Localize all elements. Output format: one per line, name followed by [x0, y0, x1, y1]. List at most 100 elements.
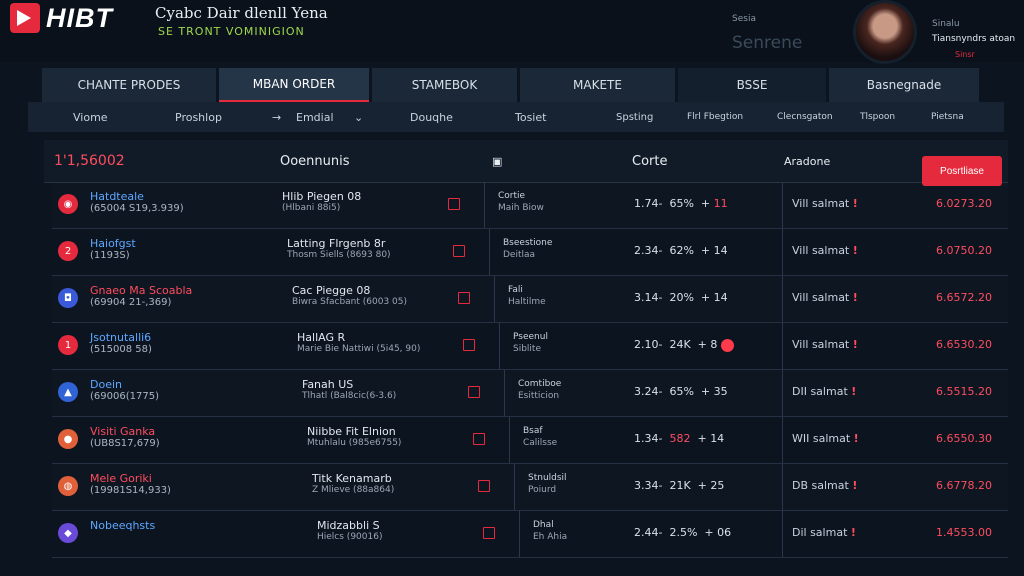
stat-a: 2.44-: [634, 526, 663, 539]
coin-icon: ▲: [58, 382, 78, 402]
filter-emdial[interactable]: Emdial: [296, 110, 334, 124]
asset-code: (1193S): [90, 250, 130, 261]
filter-spsting[interactable]: Spsting: [616, 111, 654, 123]
asset-name[interactable]: Mele Goriki: [90, 472, 152, 485]
edit-square-icon[interactable]: [483, 527, 495, 539]
warning-icon: !: [851, 385, 857, 398]
logo-text: HIBT: [46, 2, 113, 33]
warning-icon: !: [853, 432, 859, 445]
plan-detail: Z Mlieve (88a864): [312, 485, 395, 495]
tab-bsse[interactable]: BSSE: [678, 68, 826, 102]
coin-icon: 1: [58, 335, 78, 355]
filter-viome[interactable]: Viome: [73, 110, 108, 124]
top-bar: HIBT Cyabc Dair dlenll Yena SE TRONT VOM…: [0, 0, 1024, 62]
stat-b: 65%: [669, 385, 694, 398]
filter-pietsna[interactable]: Pietsna: [931, 112, 964, 122]
order-subtype: Poiurd: [528, 485, 557, 495]
stat-a: 3.34-: [634, 479, 663, 492]
stat-b: 65%: [669, 197, 694, 210]
table-row[interactable]: 1 Jsotnutalli6 (515008 58) HallAG R Mari…: [52, 323, 1008, 370]
orders-table: 1'1,56002 Ooennunis ▣ Corte Aradone Posr…: [44, 140, 1008, 576]
edit-square-icon[interactable]: [453, 245, 465, 257]
stat-b: 62%: [669, 244, 694, 257]
asset-name[interactable]: Visiti Ganka: [90, 425, 156, 438]
edit-square-icon[interactable]: [473, 433, 485, 445]
order-type: Bseestione: [503, 238, 553, 248]
asset-name[interactable]: Haiofgst: [90, 237, 136, 250]
edit-square-icon[interactable]: [478, 480, 490, 492]
header-col-3[interactable]: Corte: [632, 153, 668, 169]
column-divider: [782, 229, 783, 275]
edit-square-icon[interactable]: [463, 339, 475, 351]
header-col-4[interactable]: Aradone: [784, 154, 831, 168]
column-divider: [504, 370, 505, 416]
filter-fbegtion[interactable]: Flrl Fbegtion: [687, 112, 744, 122]
order-subtype: Haltilme: [508, 297, 546, 307]
tab-stamebok[interactable]: STAMEBOK: [372, 68, 517, 102]
edit-square-icon[interactable]: [458, 292, 470, 304]
status-label: Vill salmat: [792, 338, 850, 351]
filter-clecnsgaton[interactable]: Clecnsgaton: [777, 112, 833, 122]
edit-square-icon[interactable]: [468, 386, 480, 398]
asset-name[interactable]: Doein: [90, 378, 122, 391]
filter-douqhe[interactable]: Douqhe: [410, 110, 453, 124]
table-row[interactable]: 2 Haiofgst (1193S) Latting Flrgenb 8r Th…: [52, 229, 1008, 276]
user-meta-3[interactable]: Sinsr: [955, 50, 975, 59]
status-label: Vill salmat: [792, 291, 850, 304]
table-row[interactable]: ● Visiti Ganka (UB8S17,679) Niibbe Fit E…: [52, 417, 1008, 464]
status-text: Dil salmat !: [792, 526, 856, 539]
warning-icon: !: [852, 479, 858, 492]
stat-b: 24K: [669, 338, 691, 351]
filter-bar: Viome Proshlop → Emdial ⌄ Douqhe Tosiet …: [28, 102, 1004, 132]
stat-a: 3.24-: [634, 385, 663, 398]
plan-detail: Thosm Siells (8693 80): [287, 250, 391, 260]
coin-icon: ◘: [58, 288, 78, 308]
filter-proshlop[interactable]: Proshlop: [175, 110, 222, 124]
order-type: Bsaf: [523, 426, 543, 436]
tab-change-prodes[interactable]: CHANTE PRODES: [42, 68, 216, 102]
order-stats: 1.34- 582 + 14: [634, 432, 725, 445]
column-divider: [499, 323, 500, 369]
header-col-2[interactable]: Ooennunis: [280, 153, 350, 169]
warning-icon: !: [852, 197, 858, 210]
order-subtype: Eh Ahia: [533, 532, 568, 542]
edit-square-icon[interactable]: [448, 198, 460, 210]
status-text: Vill salmat !: [792, 291, 858, 304]
table-row[interactable]: ◆ Nobeeqhsts Midzabbli S Hielcs (90016) …: [52, 511, 1008, 558]
brand-logo[interactable]: HIBT: [10, 3, 113, 33]
alert-dot-icon[interactable]: [721, 338, 735, 352]
warning-icon: !: [852, 291, 858, 304]
asset-name[interactable]: Gnaeo Ma Scoabla: [90, 284, 193, 297]
user-meta-2: Tiansnyndrs atoan: [932, 34, 1016, 44]
chevron-down-icon[interactable]: ⌄: [354, 110, 364, 124]
amount-value: 1.4553.00: [936, 526, 992, 539]
column-divider: [484, 182, 485, 228]
tab-makete[interactable]: MAKETE: [520, 68, 675, 102]
asset-code: (69904 21-,369): [90, 297, 172, 308]
asset-name[interactable]: Nobeeqhsts: [90, 519, 156, 532]
filter-tlspoon[interactable]: Tlspoon: [860, 112, 896, 122]
column-divider: [782, 182, 783, 228]
asset-name[interactable]: Jsotnutalli6: [90, 331, 152, 344]
tab-main-order[interactable]: MBAN ORDER: [219, 68, 369, 102]
table-row[interactable]: ▲ Doein (69006(1775) Fanah US Tlhatl (Ba…: [52, 370, 1008, 417]
logo-mark-icon: [10, 3, 40, 33]
column-divider: [489, 229, 490, 275]
avatar[interactable]: [856, 3, 914, 61]
order-type: Fali: [508, 285, 523, 295]
tab-basnegnade[interactable]: Basnegnade: [829, 68, 979, 102]
position-button[interactable]: Posrtliase: [922, 156, 1002, 186]
stat-b: 20%: [669, 291, 694, 304]
status-label: DII salmat: [792, 385, 848, 398]
table-row[interactable]: ◍ Mele Goriki (19981S14,933) Titk Kenama…: [52, 464, 1008, 511]
column-divider: [519, 511, 520, 557]
arrow-right-icon: →: [272, 110, 282, 124]
amount-value: 6.0273.20: [936, 197, 992, 210]
table-row[interactable]: ◉ Hatdteale (65004 S19,3.939) Hlib Piege…: [52, 182, 1008, 229]
asset-name[interactable]: Hatdteale: [90, 190, 144, 203]
filter-tosiet[interactable]: Tosiet: [515, 110, 547, 124]
plan-detail: (Hlbani 88i5): [282, 203, 341, 213]
table-row[interactable]: ◘ Gnaeo Ma Scoabla (69904 21-,369) Cac P…: [52, 276, 1008, 323]
order-stats: 2.10- 24K + 8: [634, 338, 735, 352]
calendar-icon[interactable]: ▣: [492, 154, 503, 168]
